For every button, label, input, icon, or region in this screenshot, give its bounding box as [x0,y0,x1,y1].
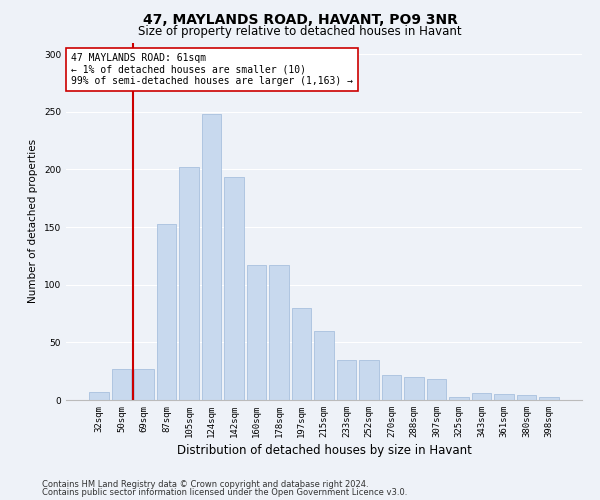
Bar [359,360,379,400]
Bar [449,396,469,400]
Bar [89,392,109,400]
Bar [314,331,334,400]
Bar [337,360,356,400]
Bar [112,369,131,400]
Bar [427,379,446,400]
Text: Contains HM Land Registry data © Crown copyright and database right 2024.: Contains HM Land Registry data © Crown c… [42,480,368,489]
Bar [224,178,244,400]
Bar [179,167,199,400]
Bar [247,265,266,400]
Text: Size of property relative to detached houses in Havant: Size of property relative to detached ho… [138,25,462,38]
Y-axis label: Number of detached properties: Number of detached properties [28,139,38,304]
X-axis label: Distribution of detached houses by size in Havant: Distribution of detached houses by size … [176,444,472,457]
Bar [269,265,289,400]
Bar [517,396,536,400]
Bar [404,377,424,400]
Text: 47, MAYLANDS ROAD, HAVANT, PO9 3NR: 47, MAYLANDS ROAD, HAVANT, PO9 3NR [143,12,457,26]
Bar [134,369,154,400]
Bar [494,394,514,400]
Bar [292,308,311,400]
Bar [539,396,559,400]
Bar [202,114,221,400]
Bar [472,393,491,400]
Bar [382,374,401,400]
Bar [157,224,176,400]
Text: 47 MAYLANDS ROAD: 61sqm
← 1% of detached houses are smaller (10)
99% of semi-det: 47 MAYLANDS ROAD: 61sqm ← 1% of detached… [71,53,353,86]
Text: Contains public sector information licensed under the Open Government Licence v3: Contains public sector information licen… [42,488,407,497]
